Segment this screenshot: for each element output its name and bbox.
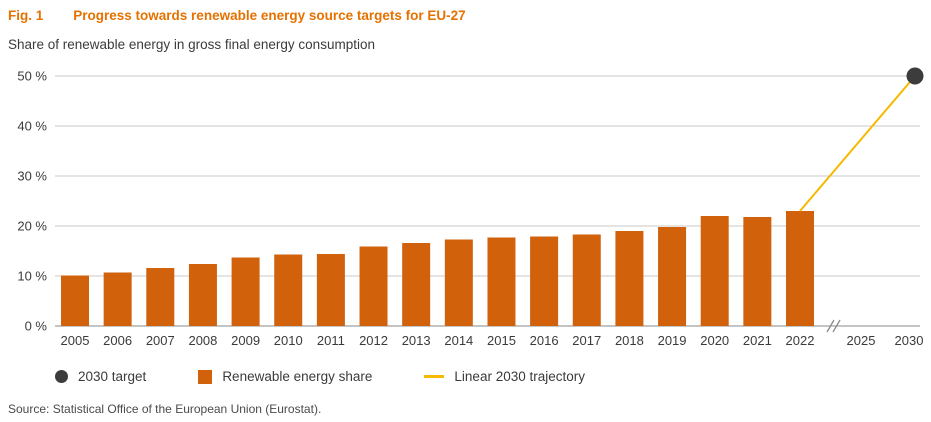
x-axis-label-2022: 2022 — [786, 333, 815, 348]
bar-2016 — [530, 236, 559, 326]
bar-2013 — [402, 243, 431, 326]
y-axis-label-30: 30 % — [17, 169, 47, 184]
figure-header: Fig. 1 Progress towards renewable energy … — [8, 8, 466, 23]
x-axis-label-2011: 2011 — [317, 333, 345, 348]
y-axis-label-50: 50 % — [17, 69, 47, 84]
target-dot — [906, 67, 924, 85]
legend-marker-dot-icon — [55, 370, 68, 383]
x-axis-label-2021: 2021 — [743, 333, 772, 348]
bar-2008 — [188, 264, 217, 326]
bar-2006 — [103, 272, 132, 326]
bar-2012 — [359, 246, 388, 326]
x-axis-label-2008: 2008 — [188, 333, 217, 348]
bar-2018 — [615, 231, 644, 326]
axis-break-mark — [826, 319, 835, 333]
x-axis-label-2007: 2007 — [146, 333, 175, 348]
x-axis-label-2030: 2030 — [895, 333, 924, 348]
x-axis-label-2015: 2015 — [487, 333, 516, 348]
x-axis-label-2020: 2020 — [700, 333, 729, 348]
bar-2009 — [231, 257, 260, 326]
bar-2014 — [444, 239, 473, 326]
figure-label: Fig. 1 — [8, 8, 44, 23]
bar-2011 — [316, 254, 345, 326]
legend-item-2030-target: 2030 target — [55, 369, 146, 384]
bar-2022 — [786, 211, 814, 326]
x-axis-label-2012: 2012 — [359, 333, 388, 348]
legend-label: Linear 2030 trajectory — [454, 369, 585, 384]
legend-marker-square-icon — [198, 369, 213, 384]
bar-2017 — [572, 234, 601, 326]
chart-subtitle: Share of renewable energy in gross final… — [8, 37, 375, 52]
x-axis-label-2005: 2005 — [61, 333, 90, 348]
source-note: Source: Statistical Office of the Europe… — [8, 402, 322, 416]
legend-marker-line-icon — [424, 375, 445, 378]
x-axis-label-2016: 2016 — [530, 333, 559, 348]
bar-2021 — [743, 217, 772, 326]
x-axis-label-2006: 2006 — [103, 333, 132, 348]
x-axis-label-2019: 2019 — [658, 333, 687, 348]
chart-legend: 2030 target Renewable energy share Linear … — [55, 369, 585, 384]
bar-2020 — [700, 216, 729, 326]
chart-plot-area: 0 % 10 % 20 % 30 % 40 % 50 % 2005 2006 2007 2008 2… — [17, 67, 924, 348]
legend-label: Renewable energy share — [222, 369, 373, 384]
bar-2007 — [146, 268, 175, 326]
x-axis-label-2025: 2025 — [847, 333, 876, 348]
x-axis-label-2017: 2017 — [572, 333, 601, 348]
y-axis-label-40: 40 % — [17, 119, 47, 134]
x-axis-label-2013: 2013 — [402, 333, 431, 348]
y-axis-label-0: 0 % — [25, 319, 48, 334]
axis-break-mark — [832, 319, 841, 333]
bar-2010 — [274, 254, 303, 326]
figure-title: Progress towards renewable energy source… — [73, 8, 466, 23]
bar-2005 — [61, 275, 89, 326]
legend-item-linear-2030-trajectory: Linear 2030 trajectory — [424, 369, 585, 384]
trajectory-line — [799, 75, 916, 212]
bar-2015 — [487, 237, 516, 326]
x-axis-label-2018: 2018 — [615, 333, 644, 348]
x-axis-label-2014: 2014 — [444, 333, 473, 348]
x-axis-label-2009: 2009 — [231, 333, 260, 348]
x-axis-label-2010: 2010 — [274, 333, 303, 348]
bar-2019 — [658, 227, 687, 326]
legend-label: 2030 target — [78, 369, 147, 384]
legend-item-renewable-energy-share: Renewable energy share — [198, 369, 372, 384]
y-axis-label-10: 10 % — [17, 269, 47, 284]
y-axis-label-20: 20 % — [17, 219, 47, 234]
